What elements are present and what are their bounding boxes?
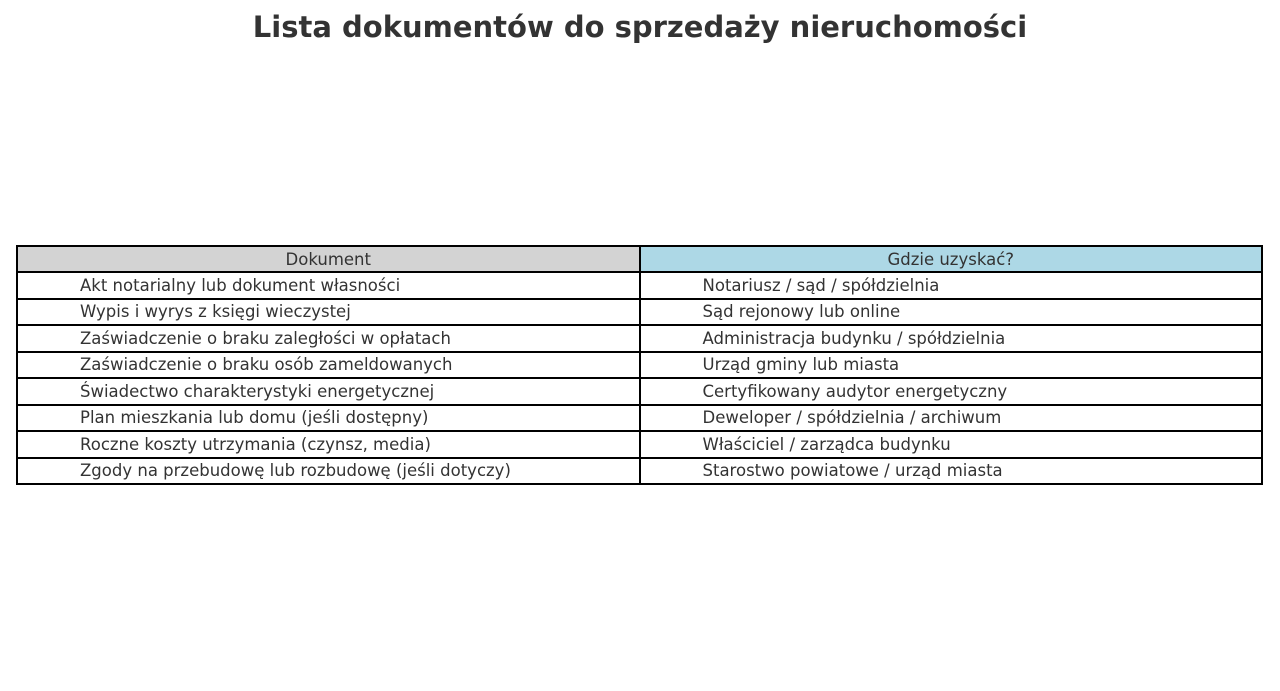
table-body: Akt notarialny lub dokument własności No… xyxy=(16,271,1263,485)
documents-table: Dokument Gdzie uzyskać? Akt notarialny l… xyxy=(16,245,1263,485)
table-row: Świadectwo charakterystyki energetycznej… xyxy=(16,377,1263,406)
source-cell: Starostwo powiatowe / urząd miasta xyxy=(638,456,1263,485)
table-row: Roczne koszty utrzymania (czynsz, media)… xyxy=(16,430,1263,459)
document-cell: Świadectwo charakterystyki energetycznej xyxy=(16,377,641,406)
page-title: Lista dokumentów do sprzedaży nieruchomo… xyxy=(252,10,1028,44)
table-row: Zaświadczenie o braku zaległości w opłat… xyxy=(16,324,1263,353)
document-cell: Zaświadczenie o braku osób zameldowanych xyxy=(16,350,641,379)
table-row: Zgody na przebudowę lub rozbudowę (jeśli… xyxy=(16,456,1263,485)
header-row: Dokument Gdzie uzyskać? xyxy=(16,245,1263,273)
column-header-gdzie-uzyskac: Gdzie uzyskać? xyxy=(638,245,1263,273)
table-row: Zaświadczenie o braku osób zameldowanych… xyxy=(16,350,1263,379)
document-cell: Roczne koszty utrzymania (czynsz, media) xyxy=(16,430,641,459)
source-cell: Administracja budynku / spółdzielnia xyxy=(638,324,1263,353)
table-header: Dokument Gdzie uzyskać? xyxy=(16,245,1263,273)
table-row: Plan mieszkania lub domu (jeśli dostępny… xyxy=(16,403,1263,432)
column-header-dokument: Dokument xyxy=(16,245,641,273)
source-cell: Właściciel / zarządca budynku xyxy=(638,430,1263,459)
source-cell: Certyfikowany audytor energetyczny xyxy=(638,377,1263,406)
table-row: Wypis i wyrys z księgi wieczystej Sąd re… xyxy=(16,297,1263,326)
source-cell: Sąd rejonowy lub online xyxy=(638,297,1263,326)
source-cell: Urząd gminy lub miasta xyxy=(638,350,1263,379)
table-row: Akt notarialny lub dokument własności No… xyxy=(16,271,1263,300)
document-cell: Zgody na przebudowę lub rozbudowę (jeśli… xyxy=(16,456,641,485)
document-cell: Akt notarialny lub dokument własności xyxy=(16,271,641,300)
document-cell: Wypis i wyrys z księgi wieczystej xyxy=(16,297,641,326)
source-cell: Notariusz / sąd / spółdzielnia xyxy=(638,271,1263,300)
document-cell: Plan mieszkania lub domu (jeśli dostępny… xyxy=(16,403,641,432)
source-cell: Deweloper / spółdzielnia / archiwum xyxy=(638,403,1263,432)
document-cell: Zaświadczenie o braku zaległości w opłat… xyxy=(16,324,641,353)
